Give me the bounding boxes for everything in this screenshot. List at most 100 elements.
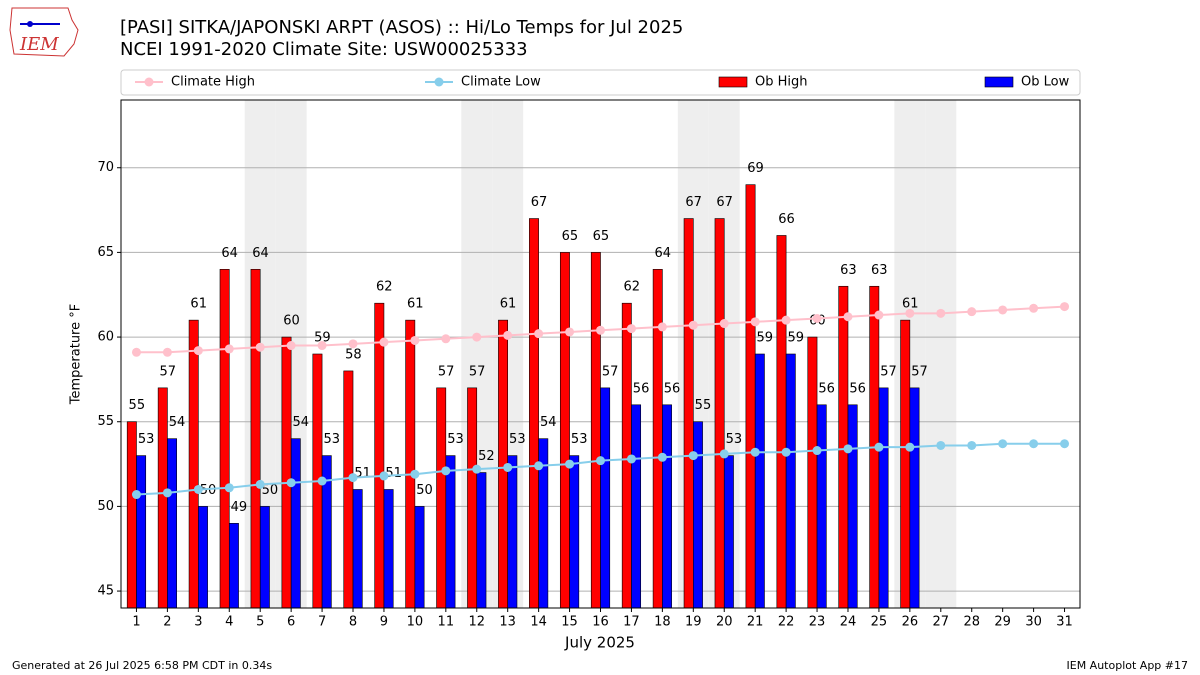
data-label: 53 <box>726 432 743 447</box>
footer-right: IEM Autoplot App #17 <box>1067 659 1189 672</box>
data-label: 53 <box>447 432 464 447</box>
y-tick-label: 55 <box>97 414 114 429</box>
bar <box>507 455 518 609</box>
x-tick-label: 30 <box>1025 615 1042 630</box>
bar <box>136 455 147 609</box>
chart-title: [PASI] SITKA/JAPONSKI ARPT (ASOS) :: Hi/… <box>120 17 683 38</box>
bar <box>259 506 270 609</box>
data-label: 53 <box>138 432 155 447</box>
plot-frame <box>120 99 1081 609</box>
data-label: 62 <box>624 280 641 295</box>
data-label: 59 <box>757 331 774 346</box>
x-tick-label: 7 <box>318 615 326 630</box>
legend-label: Ob High <box>755 75 808 90</box>
line-marker <box>874 442 884 452</box>
line-marker <box>905 308 915 318</box>
line-marker <box>596 456 605 466</box>
line-marker <box>657 322 667 332</box>
x-tick-label: 31 <box>1056 615 1073 630</box>
y-tick-label: 45 <box>97 584 114 599</box>
x-tick-label: 13 <box>499 615 516 630</box>
line-marker <box>286 478 296 488</box>
bar <box>600 387 611 609</box>
x-axis-label: July 2025 <box>564 634 635 652</box>
bar <box>126 421 137 609</box>
bar <box>909 387 920 609</box>
x-tick-label: 26 <box>902 615 919 630</box>
x-tick-label: 15 <box>561 615 578 630</box>
x-tick-label: 21 <box>747 615 764 630</box>
line-marker <box>657 452 667 462</box>
line-marker <box>843 312 853 322</box>
data-label: 64 <box>252 246 269 261</box>
bar <box>383 489 394 609</box>
legend: Climate High Climate Low Ob High Ob Low <box>120 69 1081 96</box>
x-tick-label: 11 <box>438 615 455 630</box>
bar <box>467 387 478 609</box>
data-label: 57 <box>602 364 619 379</box>
bar <box>776 235 787 609</box>
bar <box>281 336 292 609</box>
data-label: 61 <box>500 297 517 312</box>
line-marker <box>812 446 822 456</box>
x-tick-label: 5 <box>256 615 264 630</box>
line-marker <box>441 334 451 344</box>
line-marker <box>317 476 327 486</box>
bar <box>754 353 765 609</box>
line-marker <box>843 444 853 454</box>
x-tick-label: 1 <box>132 615 140 630</box>
bar <box>167 438 177 609</box>
logo-outline <box>9 7 79 57</box>
line-marker <box>781 447 791 457</box>
data-label: 55 <box>129 398 146 413</box>
data-label: 50 <box>416 483 433 498</box>
bar <box>807 336 818 609</box>
bar <box>785 353 796 609</box>
line-marker <box>534 461 544 471</box>
y-tick-label: 70 <box>97 160 114 175</box>
bar <box>219 269 230 609</box>
x-tick-label: 29 <box>994 615 1011 630</box>
line-marker <box>812 313 822 323</box>
bar <box>569 455 580 609</box>
bar <box>847 404 858 609</box>
data-label: 52 <box>478 449 495 464</box>
x-tick-label: 19 <box>685 615 702 630</box>
x-tick-label: 2 <box>163 615 171 630</box>
line-marker <box>998 305 1008 315</box>
bar <box>343 370 354 609</box>
x-tick-label: 4 <box>225 615 233 630</box>
x-tick-label: 24 <box>840 615 857 630</box>
x-tick-label: 23 <box>809 615 826 630</box>
data-label: 56 <box>633 381 650 396</box>
data-label: 53 <box>323 432 340 447</box>
x-tick-label: 16 <box>592 615 609 630</box>
bar <box>436 387 447 609</box>
bar <box>405 319 416 609</box>
line-marker <box>626 454 636 464</box>
line-marker <box>255 342 265 352</box>
bar <box>250 269 261 609</box>
line-marker <box>286 341 296 351</box>
bar <box>683 218 694 609</box>
data-label: 64 <box>654 246 671 261</box>
line-marker <box>348 339 358 349</box>
data-label: 56 <box>818 381 835 396</box>
legend-swatch <box>144 77 154 87</box>
data-label: 56 <box>664 381 681 396</box>
x-tick-label: 18 <box>654 615 671 630</box>
bar <box>228 523 239 609</box>
data-label: 65 <box>562 229 579 244</box>
line-marker <box>224 483 234 493</box>
line-marker <box>348 473 358 483</box>
bar <box>559 252 570 609</box>
line-marker <box>503 462 513 472</box>
chart-subtitle: NCEI 1991-2020 Climate Site: USW00025333 <box>120 39 528 60</box>
data-label: 53 <box>509 432 526 447</box>
x-tick-label: 25 <box>871 615 888 630</box>
data-label: 61 <box>902 297 919 312</box>
y-axis-label: Temperature °F <box>69 304 84 405</box>
bar <box>723 455 734 609</box>
line-marker <box>998 439 1008 449</box>
data-label: 50 <box>262 483 279 498</box>
